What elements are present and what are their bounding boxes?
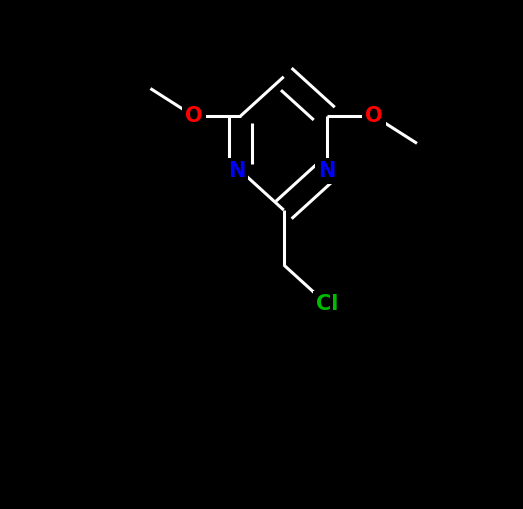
Text: N: N [228,161,245,181]
Text: N: N [318,161,336,181]
Text: Cl: Cl [316,294,338,314]
Text: O: O [185,106,202,126]
Text: O: O [365,106,383,126]
